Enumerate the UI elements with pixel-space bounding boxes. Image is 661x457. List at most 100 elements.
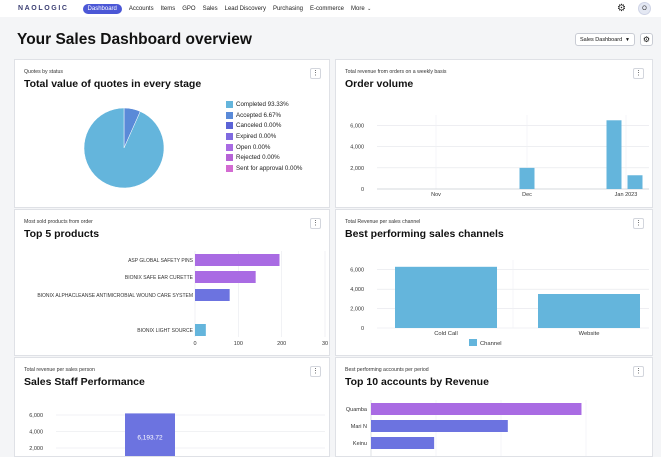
nav-purchasing[interactable]: Purchasing [272, 5, 303, 12]
order-volume-chart: 0 2,000 4,000 6,000 Nov Dec Jan 2023 [350, 115, 649, 198]
more-options-icon[interactable]: ⋮ [310, 366, 321, 377]
order-bar [627, 175, 643, 189]
legend-swatch [226, 132, 233, 140]
y-tick-label: 2,000 [350, 307, 364, 313]
x-tick-label: 200 [277, 341, 286, 347]
nav-ecommerce[interactable]: E-commerce [310, 5, 345, 12]
y-tick-label: 6,000 [29, 413, 43, 419]
nav-dashboard[interactable]: Dashboard [82, 3, 122, 14]
legend-item[interactable]: Sent for approval 0.00% [226, 163, 302, 174]
card-subtitle: Best performing accounts per period [345, 367, 429, 373]
card-subtitle: Most sold products from order [24, 219, 93, 225]
legend-item[interactable]: Completed 93.33% [226, 99, 302, 110]
accounts-card: Best performing accounts per period Top … [335, 357, 653, 457]
more-options-icon[interactable]: ⋮ [633, 218, 644, 229]
caret-down-icon: ▼ [625, 36, 630, 43]
x-tick-label: Website [579, 331, 600, 337]
legend-swatch [469, 339, 477, 346]
order-bar [606, 120, 622, 189]
nav-items[interactable]: Items [160, 5, 176, 12]
channels-card: Total Revenue per sales channel Best per… [335, 209, 653, 356]
more-options-icon[interactable]: ⋮ [310, 68, 321, 79]
top-products-chart: 0 100 200 30 ASP GLOBAL SAFETY PINS BIONIX SA… [37, 251, 328, 347]
y-tick-label: Keinu [353, 441, 367, 447]
product-bar [195, 254, 280, 266]
y-tick-label: 2,000 [29, 446, 43, 452]
x-tick-label: Cold Call [434, 331, 458, 337]
gear-icon[interactable]: ⚙ [617, 2, 626, 14]
legend-label: Canceled 0.00% [236, 122, 282, 130]
nav-lead-discovery[interactable]: Lead Discovery [224, 5, 266, 12]
card-title: Top 10 accounts by Revenue [345, 376, 489, 388]
legend-item[interactable]: Expired 0.00% [226, 131, 302, 142]
product-bar [195, 271, 256, 283]
nav-sales[interactable]: Sales [202, 5, 218, 12]
legend-item[interactable]: Canceled 0.00% [226, 120, 302, 131]
account-bar [371, 437, 435, 449]
x-tick-label: Dec [522, 192, 532, 198]
y-tick-label: BIONIX SAFE EAR CURETTE [125, 275, 194, 281]
account-bar [371, 403, 582, 415]
account-bar [371, 420, 508, 432]
page-title: Your Sales Dashboard overview [17, 31, 252, 48]
card-title: Order volume [345, 78, 414, 90]
y-tick-label: 6,000 [350, 124, 364, 130]
channels-chart: 0 2,000 4,000 6,000 Cold Call Website Channel [350, 260, 649, 347]
legend-label: Open 0.00% [236, 143, 271, 151]
gear-icon: ⚙ [642, 35, 651, 44]
y-tick-label: 4,000 [350, 145, 364, 151]
legend-swatch [226, 164, 233, 172]
dashboard-settings-button[interactable]: ⚙ [640, 33, 653, 46]
dashboard-select-value: Sales Dashboard [580, 36, 623, 43]
more-options-icon[interactable]: ⋮ [310, 218, 321, 229]
staff-chart: 2,000 4,000 6,000 6,193.72 [29, 413, 325, 456]
y-tick-label: 0 [361, 326, 364, 332]
data-label: 6,193.72 [137, 434, 163, 441]
nav-gpo[interactable]: GPO [182, 5, 196, 12]
legend-label: Accepted 6.67% [236, 111, 282, 119]
card-subtitle: Total revenue from orders on a weekly ba… [345, 69, 447, 75]
card-subtitle: Total Revenue per sales channel [345, 219, 421, 225]
quotes-legend: Completed 93.33% Accepted 6.67% Canceled 0… [226, 99, 302, 174]
y-tick-label: 6,000 [350, 268, 364, 274]
legend-label: Channel [480, 341, 502, 347]
x-tick-label: 100 [234, 341, 243, 347]
dashboard-select[interactable]: Sales Dashboard ▼ [575, 33, 635, 46]
logo[interactable]: NAOLOGIC [18, 5, 69, 12]
top-products-card: Most sold products from order Top 5 prod… [14, 209, 330, 356]
avatar[interactable]: O [638, 2, 651, 15]
x-tick-label: 30 [322, 341, 328, 347]
y-tick-label: 0 [361, 187, 364, 193]
legend-label: Expired 0.00% [236, 132, 277, 140]
card-title: Best performing sales channels [345, 228, 504, 240]
legend-swatch [226, 122, 233, 130]
legend-item[interactable]: Accepted 6.67% [226, 110, 302, 121]
legend-label: Rejected 0.00% [236, 154, 280, 162]
more-options-icon[interactable]: ⋮ [633, 68, 644, 79]
product-bar [195, 289, 230, 301]
chevron-down-icon: ⌄ [365, 5, 372, 12]
legend-item[interactable]: Rejected 0.00% [226, 152, 302, 163]
legend-label: Sent for approval 0.00% [236, 164, 303, 172]
x-tick-label: Nov [431, 192, 441, 198]
card-title: Top 5 products [24, 228, 100, 240]
y-tick-label: Mari N [351, 424, 367, 430]
more-options-icon[interactable]: ⋮ [633, 366, 644, 377]
order-bar [519, 167, 535, 189]
top-nav: NAOLOGIC Dashboard Accounts Items GPO Sa… [0, 0, 661, 17]
card-subtitle: Total revenue per sales person [24, 367, 95, 373]
staff-card: Total revenue per sales person Sales Sta… [14, 357, 330, 457]
legend-item[interactable]: Open 0.00% [226, 142, 302, 153]
y-tick-label: Quamba [346, 407, 368, 413]
legend-swatch [226, 100, 233, 108]
channel-bar [395, 266, 497, 328]
legend-swatch [226, 111, 233, 119]
legend-swatch [226, 154, 233, 162]
quotes-card: Quotes by status Total value of quotes i… [14, 59, 330, 208]
x-tick-label: 0 [193, 341, 196, 347]
nav-accounts[interactable]: Accounts [128, 5, 154, 12]
channel-bar [538, 294, 640, 328]
y-tick-label: BIONIX ALPHACLEANSE ANTIMICROBIAL WOUND … [37, 293, 193, 299]
nav-more[interactable]: More ⌄ [351, 6, 371, 12]
y-tick-label: BIONIX LIGHT SOURCE [137, 328, 193, 334]
